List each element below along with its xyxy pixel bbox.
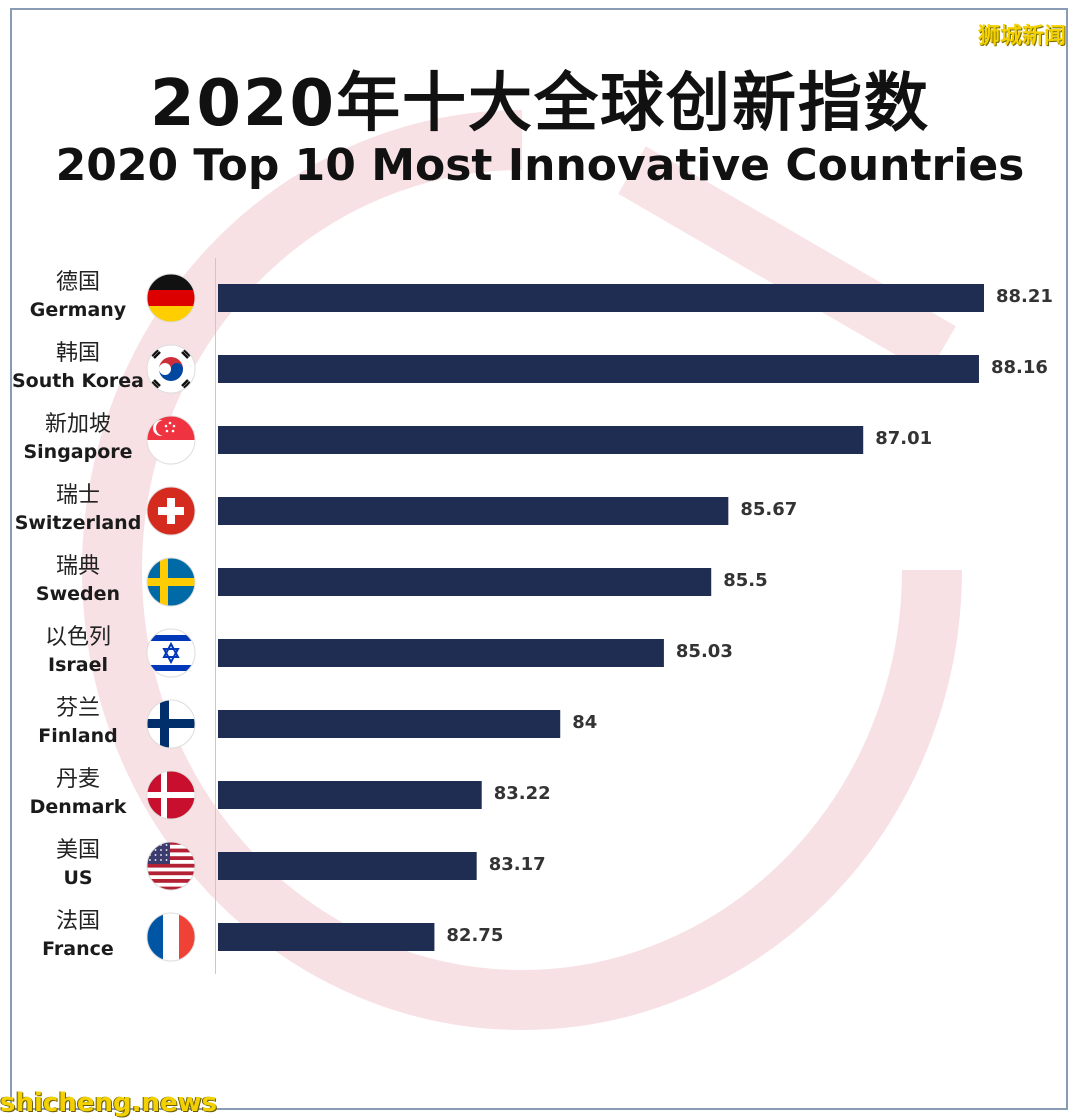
bar-finland <box>218 710 561 738</box>
flag-usa-icon <box>146 841 196 891</box>
bar-france <box>218 923 435 951</box>
category-label-zh: 韩国 <box>55 341 100 366</box>
category-label-zh: 以色列 <box>44 625 111 650</box>
category-label: 韩国 South Korea <box>10 340 146 394</box>
chart-title-zh: 2020年十大全球创新指数 <box>149 67 931 141</box>
category-label: 法国 France <box>10 908 146 962</box>
category-label-en: France <box>42 938 114 960</box>
category-label-en: Switzerland <box>14 512 142 534</box>
category-label-zh: 芬兰 <box>55 696 100 721</box>
flag-finland-icon <box>146 699 196 749</box>
brand-bottom-left: shicheng.news <box>0 1088 218 1118</box>
category-label: 德国 Germany <box>10 269 146 323</box>
category-label-zh: 新加坡 <box>44 412 111 437</box>
value-label: 87.01 <box>875 428 933 449</box>
category-label-zh: 法国 <box>55 909 100 934</box>
category-label: 瑞士 Switzerland <box>10 482 146 536</box>
flag-denmark-icon <box>146 770 196 820</box>
flag-france-icon <box>146 912 196 962</box>
bar-sweden <box>218 568 712 596</box>
value-label: 88.16 <box>990 357 1048 378</box>
value-label: 82.75 <box>446 925 504 946</box>
category-label: 以色列 Israel <box>10 624 146 678</box>
category-label-zh: 德国 <box>55 270 100 295</box>
flag-switzerland-icon <box>146 486 196 536</box>
category-axis-line <box>215 258 216 974</box>
flag-germany-icon <box>146 273 196 323</box>
category-label: 美国 US <box>10 837 146 891</box>
category-label-zh: 美国 <box>55 838 100 863</box>
flag-singapore-icon <box>146 415 196 465</box>
flag-israel-icon <box>146 628 196 678</box>
category-label-zh: 瑞典 <box>55 554 100 579</box>
bar-south-korea <box>218 355 979 383</box>
category-label: 瑞典 Sweden <box>10 553 146 607</box>
value-label: 84 <box>572 712 598 733</box>
value-label: 83.22 <box>493 783 551 804</box>
bar-switzerland <box>218 497 729 525</box>
category-label-en: Israel <box>48 654 108 676</box>
category-label-en: Singapore <box>23 441 133 463</box>
value-label: 85.67 <box>740 499 798 520</box>
category-label: 丹麦 Denmark <box>10 766 146 820</box>
brand-top-right: 狮城新闻 <box>977 24 1066 49</box>
category-label-zh: 丹麦 <box>55 767 100 792</box>
category-label: 芬兰 Finland <box>10 695 146 749</box>
category-label-en: Denmark <box>29 796 127 818</box>
category-label-en: Germany <box>29 299 127 321</box>
category-label-en: Finland <box>38 725 118 747</box>
bar-us <box>218 852 477 880</box>
value-label: 85.03 <box>675 641 733 662</box>
flag-south-korea-icon <box>146 344 196 394</box>
value-label: 88.21 <box>996 286 1053 307</box>
chart-title-en: 2020 Top 10 Most Innovative Countries <box>55 140 1025 191</box>
value-label: 83.17 <box>488 854 546 875</box>
bar-denmark <box>218 781 482 809</box>
category-label-en: US <box>63 867 93 889</box>
category-label: 新加坡 Singapore <box>10 411 146 465</box>
category-label-en: Sweden <box>35 583 121 605</box>
bar-germany <box>218 284 984 312</box>
flag-sweden-icon <box>146 557 196 607</box>
bar-israel <box>218 639 664 667</box>
category-label-zh: 瑞士 <box>55 483 100 508</box>
bar-singapore <box>218 426 864 454</box>
value-label: 85.5 <box>723 570 768 591</box>
category-label-en: South Korea <box>11 370 144 392</box>
